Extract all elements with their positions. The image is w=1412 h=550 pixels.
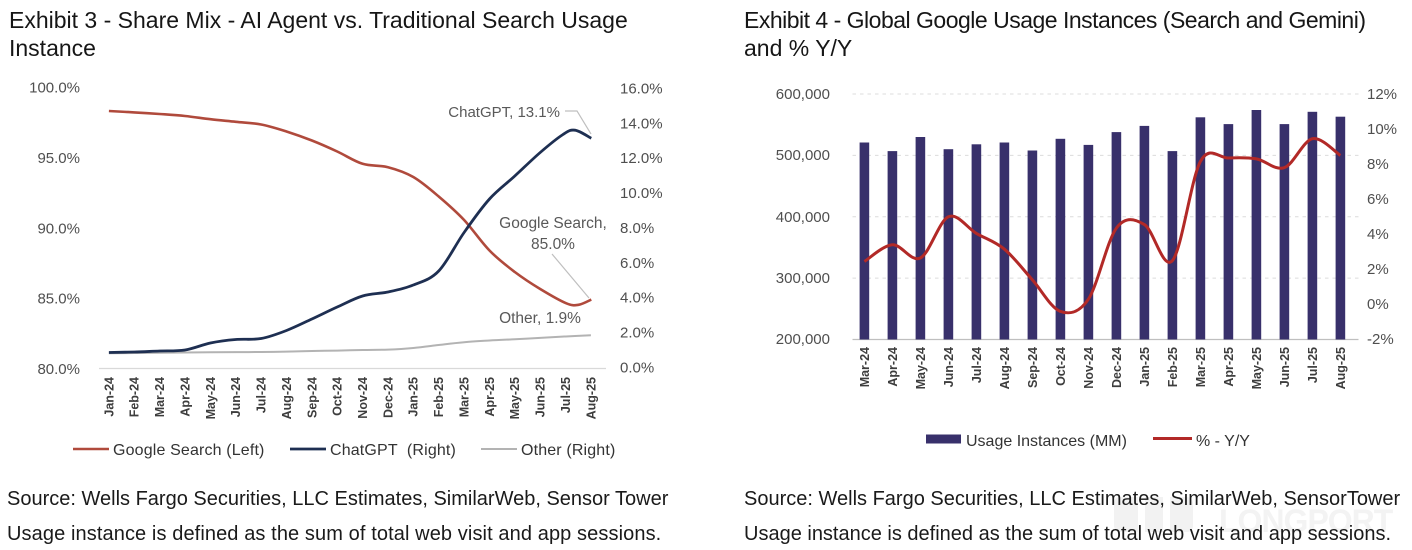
svg-text:2%: 2% bbox=[1367, 261, 1389, 278]
svg-text:Aug-24: Aug-24 bbox=[998, 347, 1012, 389]
svg-text:Jun-25: Jun-25 bbox=[1278, 347, 1292, 387]
svg-text:Jul-24: Jul-24 bbox=[970, 347, 984, 383]
svg-text:Apr-24: Apr-24 bbox=[178, 377, 192, 417]
svg-text:Usage Instances (MM): Usage Instances (MM) bbox=[966, 433, 1127, 450]
svg-text:10.0%: 10.0% bbox=[620, 185, 663, 202]
svg-text:8%: 8% bbox=[1367, 156, 1389, 173]
svg-text:12.0%: 12.0% bbox=[620, 150, 663, 167]
svg-text:0.0%: 0.0% bbox=[620, 359, 654, 376]
svg-text:Feb-24: Feb-24 bbox=[128, 377, 142, 417]
svg-text:Sep-24: Sep-24 bbox=[305, 377, 319, 418]
svg-text:Aug-24: Aug-24 bbox=[280, 377, 294, 419]
svg-text:600,000: 600,000 bbox=[776, 86, 830, 103]
svg-text:Jan-24: Jan-24 bbox=[102, 377, 116, 417]
svg-text:85.0%: 85.0% bbox=[37, 291, 80, 308]
svg-text:Apr-25: Apr-25 bbox=[1222, 347, 1236, 387]
svg-text:Jul-24: Jul-24 bbox=[254, 377, 268, 413]
svg-text:May-24: May-24 bbox=[204, 377, 218, 419]
svg-text:% - Y/Y: % - Y/Y bbox=[1196, 433, 1250, 450]
svg-text:Exhibit 3 - Share Mix - AI Age: Exhibit 3 - Share Mix - AI Agent vs. Tra… bbox=[9, 7, 628, 33]
svg-text:Source: Wells Fargo Securities: Source: Wells Fargo Securities, LLC Esti… bbox=[744, 488, 1401, 510]
svg-text:Other (Right): Other (Right) bbox=[521, 442, 615, 459]
svg-text:Source: Wells Fargo Securities: Source: Wells Fargo Securities, LLC Esti… bbox=[7, 488, 669, 510]
svg-text:14.0%: 14.0% bbox=[620, 115, 663, 132]
svg-text:90.0%: 90.0% bbox=[37, 220, 80, 237]
svg-text:10%: 10% bbox=[1367, 121, 1397, 138]
svg-text:May-25: May-25 bbox=[1250, 347, 1264, 389]
svg-text:80.0%: 80.0% bbox=[37, 361, 80, 378]
svg-text:Jan-25: Jan-25 bbox=[407, 377, 421, 417]
svg-text:Jul-25: Jul-25 bbox=[559, 377, 573, 413]
svg-text:ChatGPT, 13.1%: ChatGPT, 13.1% bbox=[448, 104, 560, 121]
svg-text:95.0%: 95.0% bbox=[37, 150, 80, 167]
svg-text:100.0%: 100.0% bbox=[29, 80, 80, 97]
svg-text:400,000: 400,000 bbox=[776, 209, 830, 226]
svg-text:Google Search (Left): Google Search (Left) bbox=[113, 442, 265, 459]
svg-text:Feb-25: Feb-25 bbox=[1166, 347, 1180, 387]
svg-text:Usage instance is defined as t: Usage instance is defined as the sum of … bbox=[744, 523, 1391, 545]
svg-text:4.0%: 4.0% bbox=[620, 290, 654, 307]
svg-text:Dec-24: Dec-24 bbox=[381, 377, 395, 418]
svg-text:Other, 1.9%: Other, 1.9% bbox=[499, 310, 581, 327]
svg-text:May-24: May-24 bbox=[914, 347, 928, 389]
svg-text:Mar-24: Mar-24 bbox=[858, 347, 872, 387]
svg-text:Sep-24: Sep-24 bbox=[1026, 347, 1040, 388]
svg-text:Jan-25: Jan-25 bbox=[1138, 347, 1152, 387]
svg-text:Mar-25: Mar-25 bbox=[1194, 347, 1208, 387]
svg-text:300,000: 300,000 bbox=[776, 270, 830, 287]
svg-text:-2%: -2% bbox=[1367, 331, 1394, 348]
svg-text:Jun-25: Jun-25 bbox=[534, 377, 548, 417]
svg-text:6%: 6% bbox=[1367, 191, 1389, 208]
svg-text:Google Search,: Google Search, bbox=[499, 215, 607, 232]
svg-text:500,000: 500,000 bbox=[776, 147, 830, 164]
svg-text:ChatGPT (Right): ChatGPT (Right) bbox=[330, 442, 456, 459]
svg-text:Jul-25: Jul-25 bbox=[1306, 347, 1320, 383]
svg-text:Mar-25: Mar-25 bbox=[457, 377, 471, 417]
svg-text:Jun-24: Jun-24 bbox=[229, 377, 243, 417]
svg-text:2.0%: 2.0% bbox=[620, 325, 654, 342]
svg-text:8.0%: 8.0% bbox=[620, 220, 654, 237]
svg-text:Mar-24: Mar-24 bbox=[153, 377, 167, 417]
svg-text:Dec-24: Dec-24 bbox=[1110, 347, 1124, 388]
svg-text:and % Y/Y: and % Y/Y bbox=[744, 35, 852, 61]
svg-text:Usage instance is defined as t: Usage instance is defined as the sum of … bbox=[7, 523, 661, 545]
svg-text:Instance: Instance bbox=[9, 35, 96, 61]
svg-text:Nov-24: Nov-24 bbox=[356, 377, 370, 419]
svg-text:Nov-24: Nov-24 bbox=[1082, 347, 1096, 389]
svg-text:85.0%: 85.0% bbox=[531, 236, 575, 253]
svg-text:Jun-24: Jun-24 bbox=[942, 347, 956, 387]
svg-text:4%: 4% bbox=[1367, 226, 1389, 243]
svg-text:16.0%: 16.0% bbox=[620, 81, 663, 98]
svg-text:6.0%: 6.0% bbox=[620, 255, 654, 272]
svg-text:0%: 0% bbox=[1367, 296, 1389, 313]
svg-text:Exhibit 4 - Global Google Usag: Exhibit 4 - Global Google Usage Instance… bbox=[744, 7, 1366, 33]
svg-text:Aug-25: Aug-25 bbox=[584, 377, 598, 419]
svg-text:LONGPORT: LONGPORT bbox=[1219, 503, 1394, 539]
svg-text:Aug-25: Aug-25 bbox=[1334, 347, 1348, 389]
svg-text:Apr-24: Apr-24 bbox=[886, 347, 900, 387]
svg-text:12%: 12% bbox=[1367, 86, 1397, 103]
svg-text:May-25: May-25 bbox=[508, 377, 522, 419]
svg-text:Oct-24: Oct-24 bbox=[331, 377, 345, 416]
svg-text:Feb-25: Feb-25 bbox=[432, 377, 446, 417]
svg-text:Apr-25: Apr-25 bbox=[483, 377, 497, 417]
svg-text:200,000: 200,000 bbox=[776, 331, 830, 348]
svg-text:Oct-24: Oct-24 bbox=[1054, 347, 1068, 386]
